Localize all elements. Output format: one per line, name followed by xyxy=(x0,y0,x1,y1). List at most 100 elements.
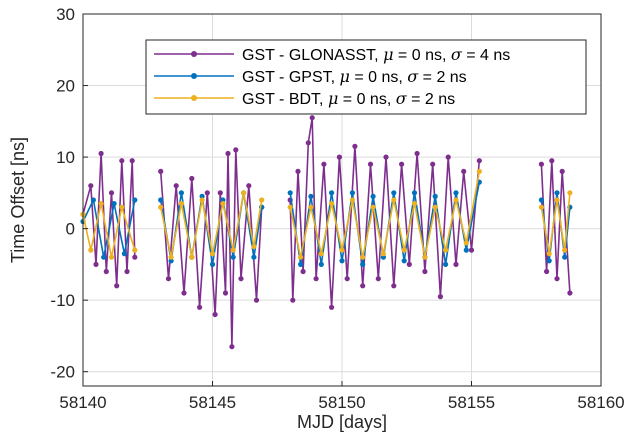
data-point xyxy=(308,204,314,210)
y-tick-label: -10 xyxy=(50,291,75,310)
data-point xyxy=(370,204,376,210)
data-point xyxy=(336,154,342,160)
data-point xyxy=(476,158,482,164)
data-point xyxy=(230,247,236,253)
data-point xyxy=(453,190,459,196)
data-point xyxy=(300,268,306,275)
data-point xyxy=(360,261,366,267)
legend: GST - GLONASST, μ = 0 ns, σ = 4 ns GST - … xyxy=(145,39,587,115)
data-point xyxy=(443,261,449,267)
data-point xyxy=(554,276,560,282)
data-point xyxy=(241,190,247,196)
series-line xyxy=(82,197,136,258)
data-point xyxy=(422,254,428,260)
data-point xyxy=(411,190,418,196)
data-point xyxy=(129,158,135,164)
data-point xyxy=(209,261,216,267)
data-point xyxy=(101,254,107,260)
data-point xyxy=(119,158,125,164)
x-tick-label: 58160 xyxy=(577,393,624,412)
data-point xyxy=(370,193,376,199)
legend-box xyxy=(145,39,587,115)
series-1 xyxy=(80,115,573,350)
data-point xyxy=(546,258,552,264)
x-tick-label: 58145 xyxy=(189,393,236,412)
data-point xyxy=(305,140,311,146)
data-point xyxy=(220,197,226,203)
series-line xyxy=(82,203,136,258)
data-point xyxy=(178,190,184,196)
y-tick-label: 0 xyxy=(66,220,75,239)
data-point xyxy=(168,258,174,264)
data-point xyxy=(391,190,397,196)
data-point xyxy=(391,283,397,289)
data-point xyxy=(158,204,164,210)
x-tick-label: 58140 xyxy=(59,393,106,412)
data-point xyxy=(453,197,459,203)
data-point xyxy=(253,297,260,303)
data-point xyxy=(318,261,324,267)
y-tick-label: 10 xyxy=(56,148,75,167)
series-line xyxy=(82,153,136,286)
data-point xyxy=(432,193,438,199)
data-point xyxy=(309,115,315,121)
data-point xyxy=(562,247,568,253)
data-point xyxy=(463,247,469,253)
data-point xyxy=(199,197,205,203)
data-point xyxy=(108,190,115,196)
data-point xyxy=(367,161,374,167)
data-point xyxy=(562,254,568,260)
data-point xyxy=(554,190,560,196)
data-point xyxy=(349,190,355,196)
y-tick-label: 30 xyxy=(56,5,75,24)
data-point xyxy=(329,304,335,310)
data-point xyxy=(287,190,293,196)
legend-label: GST - GPST, μ = 0 ns, σ = 2 ns xyxy=(242,67,467,86)
data-point xyxy=(399,161,405,167)
data-point xyxy=(168,254,174,260)
data-point xyxy=(375,276,381,282)
data-point xyxy=(538,197,545,203)
series-line xyxy=(289,117,481,308)
data-point xyxy=(308,193,314,199)
data-point xyxy=(329,190,335,196)
data-point xyxy=(132,197,138,203)
legend-swatch-marker xyxy=(191,73,197,79)
series-layer xyxy=(80,115,573,350)
data-point xyxy=(238,276,244,282)
series-3 xyxy=(80,168,573,260)
data-point xyxy=(476,168,482,174)
data-point xyxy=(287,204,293,210)
axis-ticks: 58140 58145 58150 58155 58160 -20 -10 0 10 20 30 xyxy=(50,5,624,412)
data-point xyxy=(411,201,418,207)
data-point xyxy=(119,204,125,210)
data-point xyxy=(295,168,301,174)
data-point xyxy=(432,204,438,210)
legend-label: GST - BDT, μ = 0 ns, σ = 2 ns xyxy=(242,89,455,108)
data-point xyxy=(173,183,179,189)
data-point xyxy=(445,154,451,160)
legend-swatch-marker xyxy=(191,95,197,101)
data-point xyxy=(380,251,386,257)
data-point xyxy=(178,201,184,207)
data-point xyxy=(181,290,187,296)
x-axis-label: MJD [days] xyxy=(297,412,387,432)
data-point xyxy=(158,168,164,174)
data-point xyxy=(461,168,467,174)
data-point xyxy=(298,261,304,267)
x-tick-label: 58155 xyxy=(448,393,495,412)
data-point xyxy=(225,150,231,157)
data-point xyxy=(559,168,565,174)
data-point xyxy=(339,247,345,253)
data-point xyxy=(453,261,459,267)
legend-label: GST - GLONASST, μ = 0 ns, σ = 4 ns xyxy=(242,45,510,64)
data-point xyxy=(437,294,443,300)
data-point xyxy=(391,197,397,203)
data-point xyxy=(229,344,235,350)
data-point xyxy=(233,147,239,153)
data-point xyxy=(98,150,104,157)
data-point xyxy=(189,175,195,182)
data-point xyxy=(360,254,366,260)
data-point xyxy=(121,251,127,257)
